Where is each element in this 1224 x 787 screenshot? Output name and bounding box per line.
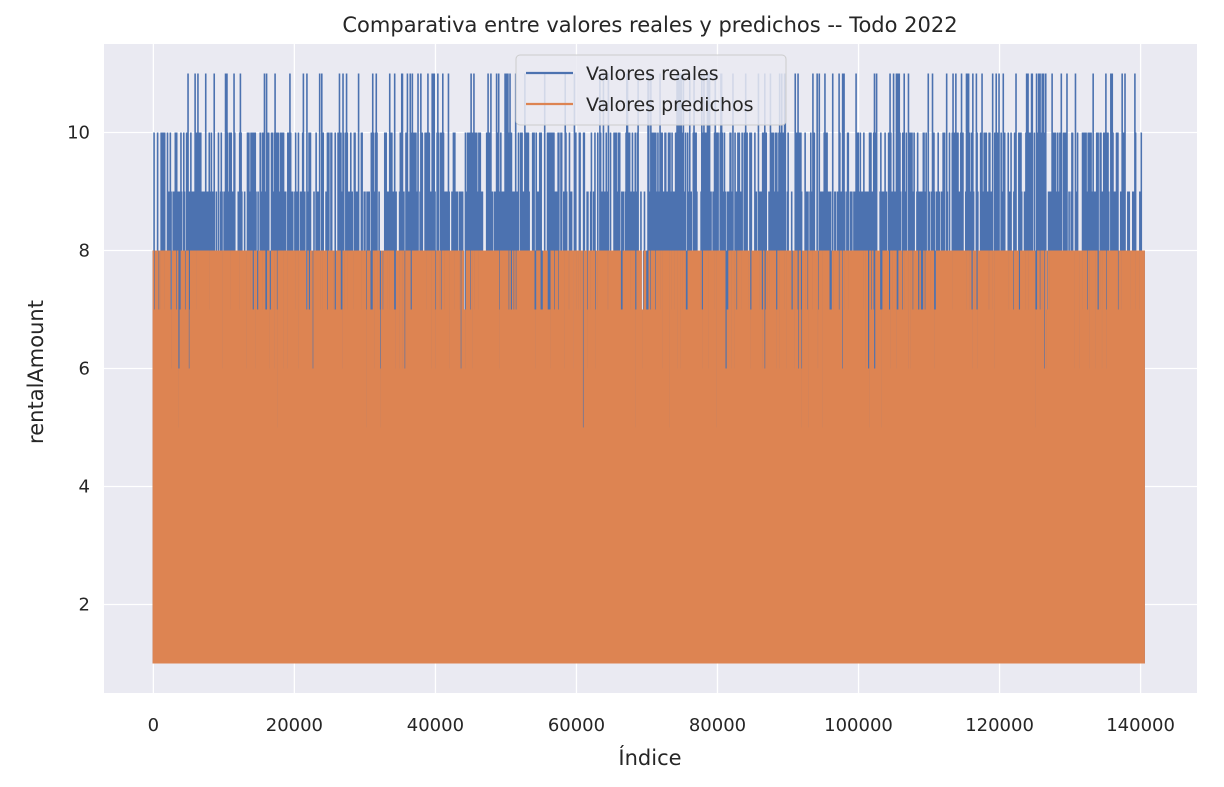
- y-tick-label: 4: [79, 477, 90, 498]
- series-line-valores-predichos: [152, 250, 1145, 664]
- x-tick-label: 0: [148, 715, 159, 736]
- y-tick-label: 2: [79, 595, 90, 616]
- legend-label-valores-reales: Valores reales: [586, 63, 719, 85]
- y-tick-label: 6: [79, 359, 90, 380]
- legend-box: [515, 54, 787, 126]
- y-tick-label: 10: [67, 123, 90, 144]
- y-tick-label: 8: [79, 241, 90, 262]
- legend: Valores reales Valores predichos: [515, 54, 787, 126]
- x-tick-label: 120000: [965, 715, 1034, 736]
- x-tick-label: 100000: [824, 715, 893, 736]
- series-valores-predichos: [152, 250, 1145, 664]
- y-tick-labels: 2 4 6 8 10: [67, 123, 90, 616]
- chart-title: Comparativa entre valores reales y predi…: [342, 13, 957, 37]
- x-tick-label: 40000: [407, 715, 464, 736]
- x-tick-label: 80000: [689, 715, 746, 736]
- x-tick-label: 60000: [548, 715, 605, 736]
- x-axis-title: Índice: [618, 745, 681, 770]
- legend-label-valores-predichos: Valores predichos: [586, 94, 754, 116]
- x-tick-labels: 0 20000 40000 60000 80000 100000 120000 140000: [148, 715, 1175, 736]
- x-tick-label: 20000: [266, 715, 323, 736]
- x-tick-label: 140000: [1106, 715, 1175, 736]
- y-axis-title: rentalAmount: [24, 300, 48, 444]
